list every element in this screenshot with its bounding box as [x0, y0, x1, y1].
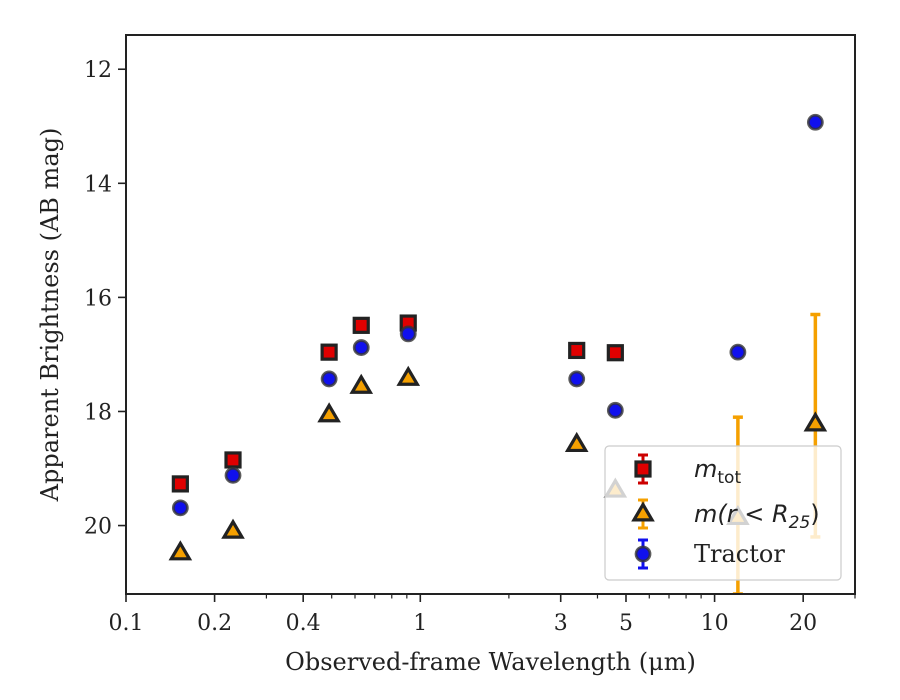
data-point-triangle [317, 402, 341, 423]
series-circle [171, 113, 824, 517]
legend-marker-square [634, 460, 652, 478]
y-tick-label: 14 [84, 172, 112, 197]
data-point-square [171, 475, 189, 493]
axes-frame [125, 34, 856, 595]
axis-ticks: 0.1 0.2 0.4 1 3 5 10 20 12 14 16 18 20 [84, 58, 856, 636]
x-tick-label: 0.4 [286, 611, 321, 636]
legend-marker-triangle [631, 501, 655, 522]
data-point-triangle [396, 365, 421, 386]
x-tick-label: 3 [554, 611, 568, 636]
legend-label: mtot [694, 455, 741, 488]
y-tick-label: 18 [84, 400, 112, 425]
data-point-circle [352, 339, 370, 356]
legend-box [604, 445, 842, 581]
x-tick-label: 0.1 [109, 611, 144, 636]
x-tick-label: 0.2 [197, 611, 232, 636]
x-tick-label: 10 [701, 611, 729, 636]
legend-marker-circle [634, 545, 652, 563]
data-point-triangle [221, 518, 245, 539]
data-point-square [320, 343, 338, 361]
y-tick-label: 12 [84, 58, 112, 83]
y-axis-title: Apparent Brightness (AB mag) [36, 128, 64, 503]
legend: mtot m(r < R25) Tractor [604, 445, 842, 581]
y-tick-label: 20 [84, 515, 112, 540]
data-point-circle [806, 113, 824, 131]
legend-entry: mtot [634, 453, 741, 488]
y-tick-label: 16 [84, 286, 112, 311]
data-point-circle [320, 370, 338, 388]
data-point-triangle [168, 540, 193, 561]
x-tick-label: 5 [619, 611, 633, 636]
data-point-square [568, 341, 586, 360]
x-tick-label: 1 [413, 611, 427, 636]
data-point-square [606, 344, 624, 362]
x-axis-title: Observed-frame Wavelength (μm) [285, 648, 696, 676]
data-point-circle [568, 370, 586, 388]
legend-entry: Tractor [634, 538, 785, 570]
data-point-square [224, 451, 242, 469]
legend-label: m(r < R25) [694, 500, 820, 533]
data-point-square [352, 316, 370, 334]
data-point-circle [606, 401, 624, 419]
data-point-circle [224, 466, 242, 484]
data-point-circle [729, 343, 747, 361]
series-square [171, 314, 624, 493]
legend-entry: m(r < R25) [631, 498, 820, 533]
data-point-triangle [564, 431, 589, 453]
data-point-triangle [803, 411, 828, 432]
plot-border [125, 34, 856, 595]
data-point-circle [399, 325, 417, 343]
data-point-triangle [349, 373, 374, 394]
data-point-circle [171, 499, 189, 517]
legend-label: Tractor [694, 540, 785, 568]
x-tick-label: 20 [789, 611, 817, 636]
